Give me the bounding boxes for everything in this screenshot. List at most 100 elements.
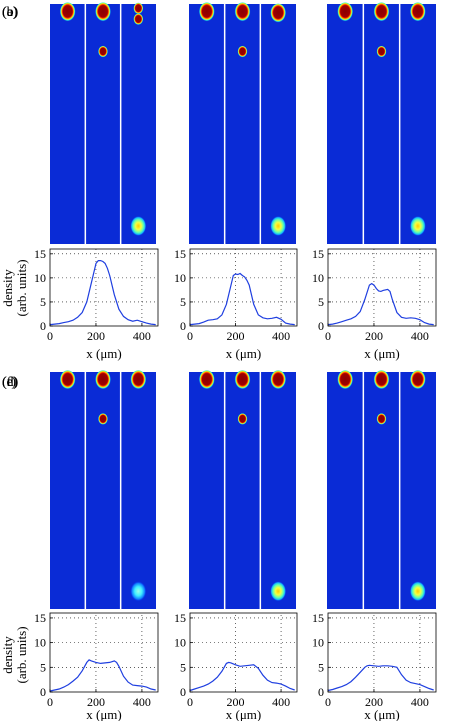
axes-frame xyxy=(49,612,159,693)
x-axis-label: x (μm) xyxy=(364,346,400,361)
panel-label: (e) xyxy=(2,375,18,390)
axes-frame xyxy=(189,612,298,693)
y-tick-label: 10 xyxy=(34,271,46,285)
density-line xyxy=(189,661,295,692)
y-tick-label: 5 xyxy=(180,660,186,674)
x-tick-label: 400 xyxy=(272,695,290,709)
atom-cloud xyxy=(98,46,108,58)
y-tick-label: 5 xyxy=(318,660,324,674)
atom-cloud xyxy=(373,370,390,391)
density-plot: 0 200 400 0 5 10 15 x (μm) xyxy=(174,611,298,721)
atom-cloud xyxy=(270,216,287,236)
atom-cloud xyxy=(234,370,251,391)
x-tick-label: 200 xyxy=(365,695,383,709)
y-tick-label: 15 xyxy=(34,247,46,261)
y-tick-label: 10 xyxy=(174,636,186,650)
atom-cloud xyxy=(130,216,147,236)
axes-frame xyxy=(49,248,159,327)
panel-f: (f) 0 200 400 0 5 10 15 x (μm) xyxy=(2,370,437,721)
x-tick-label: 200 xyxy=(227,695,245,709)
atom-cloud xyxy=(95,2,111,23)
density-line xyxy=(49,659,156,692)
y-axis-label-row2-line1: density xyxy=(0,636,15,674)
atom-cloud xyxy=(270,370,287,391)
y-tick-label: 0 xyxy=(180,685,186,699)
atom-cloud xyxy=(376,46,387,58)
atom-cloud xyxy=(409,581,426,602)
atom-cloud xyxy=(376,413,387,426)
shared-labels: density (arb. units) density (arb. units… xyxy=(0,259,29,683)
y-tick-label: 10 xyxy=(34,636,46,650)
atom-cloud xyxy=(409,370,426,391)
density-plot: 0 200 400 0 5 10 15 x (μm) xyxy=(34,247,159,361)
atom-cloud xyxy=(198,370,215,391)
atom-cloud xyxy=(409,2,426,23)
atom-cloud xyxy=(409,216,426,236)
y-tick-label: 0 xyxy=(318,685,324,699)
atom-cloud xyxy=(133,13,144,26)
atom-cloud xyxy=(130,581,147,602)
y-tick-label: 5 xyxy=(180,295,186,309)
absorption-image xyxy=(189,4,296,244)
y-tick-label: 10 xyxy=(312,271,324,285)
atom-cloud xyxy=(59,2,76,23)
y-tick-label: 15 xyxy=(34,611,46,625)
x-tick-label: 0 xyxy=(325,329,331,343)
x-axis-label: x (μm) xyxy=(226,346,262,361)
y-axis-label-row2-line2: (arb. units) xyxy=(14,626,29,683)
x-tick-label: 400 xyxy=(411,329,429,343)
panel-e: (e) 0 200 400 0 5 10 15 x (μm) xyxy=(2,370,298,721)
atom-cloud xyxy=(237,413,248,426)
y-tick-label: 5 xyxy=(318,295,324,309)
atom-cloud xyxy=(95,370,111,391)
absorption-image xyxy=(50,4,156,244)
y-tick-label: 10 xyxy=(174,271,186,285)
y-tick-label: 5 xyxy=(40,295,46,309)
x-tick-label: 0 xyxy=(325,695,331,709)
x-axis-label: x (μm) xyxy=(86,707,122,721)
atom-cloud xyxy=(373,2,390,23)
x-tick-label: 400 xyxy=(133,329,151,343)
atom-cloud xyxy=(337,370,354,391)
density-line xyxy=(327,664,434,692)
y-tick-label: 10 xyxy=(312,636,324,650)
y-tick-label: 0 xyxy=(40,685,46,699)
y-axis-label-row1-line2: (arb. units) xyxy=(14,259,29,316)
x-tick-label: 400 xyxy=(133,695,151,709)
atom-cloud xyxy=(198,2,215,23)
y-axis-label-row1-line1: density xyxy=(0,269,15,307)
panel-a: (a) 0 200 400 0 5 10 15 x (μm) xyxy=(2,2,159,361)
y-tick-label: 15 xyxy=(312,611,324,625)
x-axis-label: x (μm) xyxy=(226,707,262,721)
panel-b: (b) 0 200 400 0 5 10 15 x (μm) xyxy=(2,2,298,361)
panel-label: (f) xyxy=(2,375,16,390)
x-tick-label: 0 xyxy=(47,695,53,709)
y-tick-label: 0 xyxy=(318,319,324,333)
atom-cloud xyxy=(234,2,251,23)
y-tick-label: 15 xyxy=(174,247,186,261)
atom-cloud xyxy=(133,2,144,15)
panel-c: (c) 0 200 400 0 5 10 15 x (μm) xyxy=(2,2,437,361)
atom-cloud xyxy=(270,581,287,602)
panel-label: (b) xyxy=(2,5,19,20)
panel-d: (d) 0 200 400 0 5 10 15 x (μm) xyxy=(2,370,159,721)
y-tick-label: 5 xyxy=(40,660,46,674)
x-tick-label: 0 xyxy=(187,695,193,709)
density-plot: 0 200 400 0 5 10 15 x (μm) xyxy=(174,247,298,361)
axes-frame xyxy=(189,248,298,327)
density-line xyxy=(49,260,156,326)
x-tick-label: 200 xyxy=(87,695,105,709)
axes-frame xyxy=(327,248,437,327)
x-tick-label: 200 xyxy=(87,329,105,343)
density-plot: 0 200 400 0 5 10 15 x (μm) xyxy=(312,247,437,361)
x-tick-label: 200 xyxy=(227,329,245,343)
absorption-image xyxy=(327,372,436,609)
x-tick-label: 400 xyxy=(411,695,429,709)
density-line xyxy=(327,282,434,326)
panel-label: (c) xyxy=(2,5,18,20)
panel-label: (a) xyxy=(2,5,18,20)
atom-cloud xyxy=(98,413,108,426)
x-tick-label: 400 xyxy=(272,329,290,343)
x-axis-label: x (μm) xyxy=(364,707,400,721)
atom-cloud xyxy=(237,46,248,58)
